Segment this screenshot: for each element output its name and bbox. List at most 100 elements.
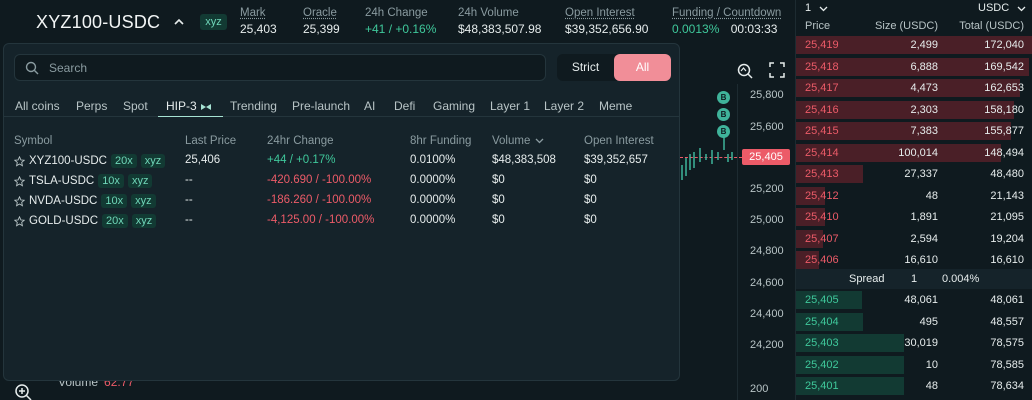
ask-depth-bar bbox=[796, 229, 823, 248]
col-total: Total (USDC) bbox=[959, 20, 1024, 32]
ask-depth-bar bbox=[796, 251, 819, 269]
search-box[interactable] bbox=[14, 54, 546, 81]
size-cell: 495 bbox=[919, 315, 938, 328]
search-input[interactable] bbox=[49, 60, 529, 75]
star-icon[interactable] bbox=[14, 196, 25, 207]
pair-name[interactable]: XYZ100-USDC bbox=[36, 11, 161, 32]
buy-marker[interactable]: B bbox=[717, 108, 730, 121]
stat-value: 25,403 bbox=[240, 22, 277, 36]
stat-value: $39,352,656.90 bbox=[565, 22, 649, 36]
ask-row[interactable]: 25,406 16,610 16,610 bbox=[796, 250, 1032, 270]
leverage-badge: 10x bbox=[98, 174, 124, 188]
col-8hr-funding[interactable]: 8hr Funding bbox=[410, 135, 472, 147]
col-volume[interactable]: Volume bbox=[492, 135, 544, 147]
price-cell: 25,407 bbox=[805, 232, 839, 245]
funding-cell: 0.0000% bbox=[410, 174, 456, 186]
ask-row[interactable]: 25,410 1,891 21,095 bbox=[796, 207, 1032, 227]
star-icon[interactable] bbox=[14, 216, 25, 227]
ask-depth-bar bbox=[796, 36, 1032, 54]
size-cell: 2,594 bbox=[910, 232, 938, 245]
price-cell: 25,404 bbox=[805, 315, 839, 328]
spread-value: 1 bbox=[911, 273, 918, 285]
chevron-down-icon bbox=[1017, 6, 1026, 12]
bid-depth-bar bbox=[796, 312, 863, 331]
buy-marker[interactable]: B bbox=[717, 125, 730, 138]
price-cell: 25,415 bbox=[805, 125, 839, 137]
stat-value: +41 / +0.16% bbox=[365, 22, 437, 36]
tab-spot[interactable]: Spot bbox=[123, 99, 148, 113]
col-last-price[interactable]: Last Price bbox=[185, 135, 237, 147]
dex-badge: xyz bbox=[127, 174, 153, 188]
col-symbol[interactable]: Symbol bbox=[14, 135, 53, 147]
ask-row[interactable]: 25,414 100,014 148,494 bbox=[796, 143, 1032, 163]
stat-label[interactable]: Funding / Countdown bbox=[672, 7, 782, 19]
tick-size-select[interactable]: 1 bbox=[805, 2, 828, 14]
price-cell: 25,410 bbox=[805, 211, 839, 223]
price-cell: 25,406 bbox=[805, 254, 839, 266]
table-row[interactable]: GOLD-USDC 20x xyz -- -4,125.00 / -100.00% … bbox=[4, 214, 679, 234]
ask-row[interactable]: 25,407 2,594 19,204 bbox=[796, 229, 1032, 249]
chevron-up-icon[interactable] bbox=[172, 15, 186, 29]
total-cell: 78,575 bbox=[990, 337, 1024, 349]
candlesticks bbox=[681, 132, 733, 180]
price-cell: 25,413 bbox=[805, 168, 839, 180]
bid-row[interactable]: 25,402 10 78,585 bbox=[796, 355, 1032, 375]
price-tick: 25,200 bbox=[750, 183, 784, 195]
ask-row[interactable]: 25,412 48 21,143 bbox=[796, 186, 1032, 206]
stat-label[interactable]: Open Interest bbox=[565, 7, 635, 19]
tick-size-value: 1 bbox=[805, 2, 812, 14]
tab-all-coins[interactable]: All coins bbox=[15, 99, 60, 113]
table-row[interactable]: TSLA-USDC 10x xyz -- -420.690 / -100.00% 0… bbox=[4, 174, 679, 194]
ask-row[interactable]: 25,416 2,303 158,180 bbox=[796, 100, 1032, 120]
stat-label[interactable]: Mark bbox=[240, 7, 266, 19]
pair-selector[interactable]: XYZ100-USDC xyz bbox=[36, 12, 227, 33]
category-tabs: All coins Perps Spot HIP-3 Trending Pre-… bbox=[4, 95, 679, 117]
strict-option[interactable]: Strict bbox=[571, 60, 600, 74]
volume-cell: $48,383,508 bbox=[492, 154, 556, 166]
bid-row[interactable]: 25,403 30,019 78,575 bbox=[796, 333, 1032, 353]
symbol-cell: NVDA-USDC 10x xyz bbox=[29, 194, 156, 208]
total-cell: 162,653 bbox=[984, 82, 1024, 94]
tab-meme[interactable]: Meme bbox=[599, 99, 633, 113]
bid-row[interactable]: 25,405 48,061 48,061 bbox=[796, 290, 1032, 310]
indicator-tool-icon[interactable] bbox=[736, 61, 754, 79]
all-option[interactable]: All bbox=[614, 54, 671, 81]
ask-row[interactable]: 25,415 7,383 155,877 bbox=[796, 121, 1032, 141]
funding-countdown: 00:03:33 bbox=[730, 22, 778, 36]
tab-perps[interactable]: Perps bbox=[76, 99, 108, 113]
star-icon[interactable] bbox=[14, 156, 25, 167]
table-row[interactable]: NVDA-USDC 10x xyz -- -186.260 / -100.00% 0… bbox=[4, 194, 679, 214]
col-open-interest[interactable]: Open Interest bbox=[584, 135, 654, 147]
funding-cell: 0.0100% bbox=[410, 154, 456, 166]
tab-layer-2[interactable]: Layer 2 bbox=[544, 99, 585, 113]
currency-select[interactable]: USDC bbox=[978, 2, 1026, 14]
bid-row[interactable]: 25,401 48 78,634 bbox=[796, 376, 1032, 396]
buy-marker[interactable]: B bbox=[717, 91, 730, 104]
strict-all-toggle[interactable]: Strict All bbox=[557, 54, 671, 81]
fullscreen-icon[interactable] bbox=[768, 61, 786, 79]
ask-depth-bar bbox=[796, 100, 1014, 119]
tab-label: HIP-3 bbox=[166, 99, 197, 113]
ask-row[interactable]: 25,413 27,337 48,480 bbox=[796, 164, 1032, 184]
ask-row[interactable]: 25,417 4,473 162,653 bbox=[796, 78, 1032, 98]
hip-3-icon bbox=[200, 103, 211, 110]
tab-ai[interactable]: AI bbox=[364, 99, 376, 113]
tab-gaming[interactable]: Gaming bbox=[433, 99, 476, 113]
tab-pre-launch[interactable]: Pre-launch bbox=[292, 99, 351, 113]
change-cell: +44 / +0.17% bbox=[267, 154, 336, 166]
ask-row[interactable]: 25,419 2,499 172,040 bbox=[796, 35, 1032, 55]
star-icon[interactable] bbox=[14, 176, 25, 187]
bid-row[interactable]: 25,404 495 48,557 bbox=[796, 312, 1032, 332]
stat-label[interactable]: Oracle bbox=[303, 7, 337, 19]
stat-24h-volume: 24h Volume $48,383,507.98 bbox=[458, 7, 541, 36]
col-24hr-change[interactable]: 24hr Change bbox=[267, 135, 334, 147]
tab-layer-1[interactable]: Layer 1 bbox=[490, 99, 531, 113]
spread-row: Spread 1 0.004% bbox=[796, 269, 1032, 289]
tab-hip-3[interactable]: HIP-3 bbox=[166, 99, 212, 113]
ask-row[interactable]: 25,418 6,888 169,542 bbox=[796, 57, 1032, 77]
tab-defi[interactable]: Defi bbox=[394, 99, 416, 113]
tab-trending[interactable]: Trending bbox=[230, 99, 277, 113]
table-row[interactable]: XYZ100-USDC 20x xyz 25,406 +44 / +0.17% 0.… bbox=[4, 154, 679, 174]
zoom-in-icon[interactable] bbox=[14, 383, 32, 400]
